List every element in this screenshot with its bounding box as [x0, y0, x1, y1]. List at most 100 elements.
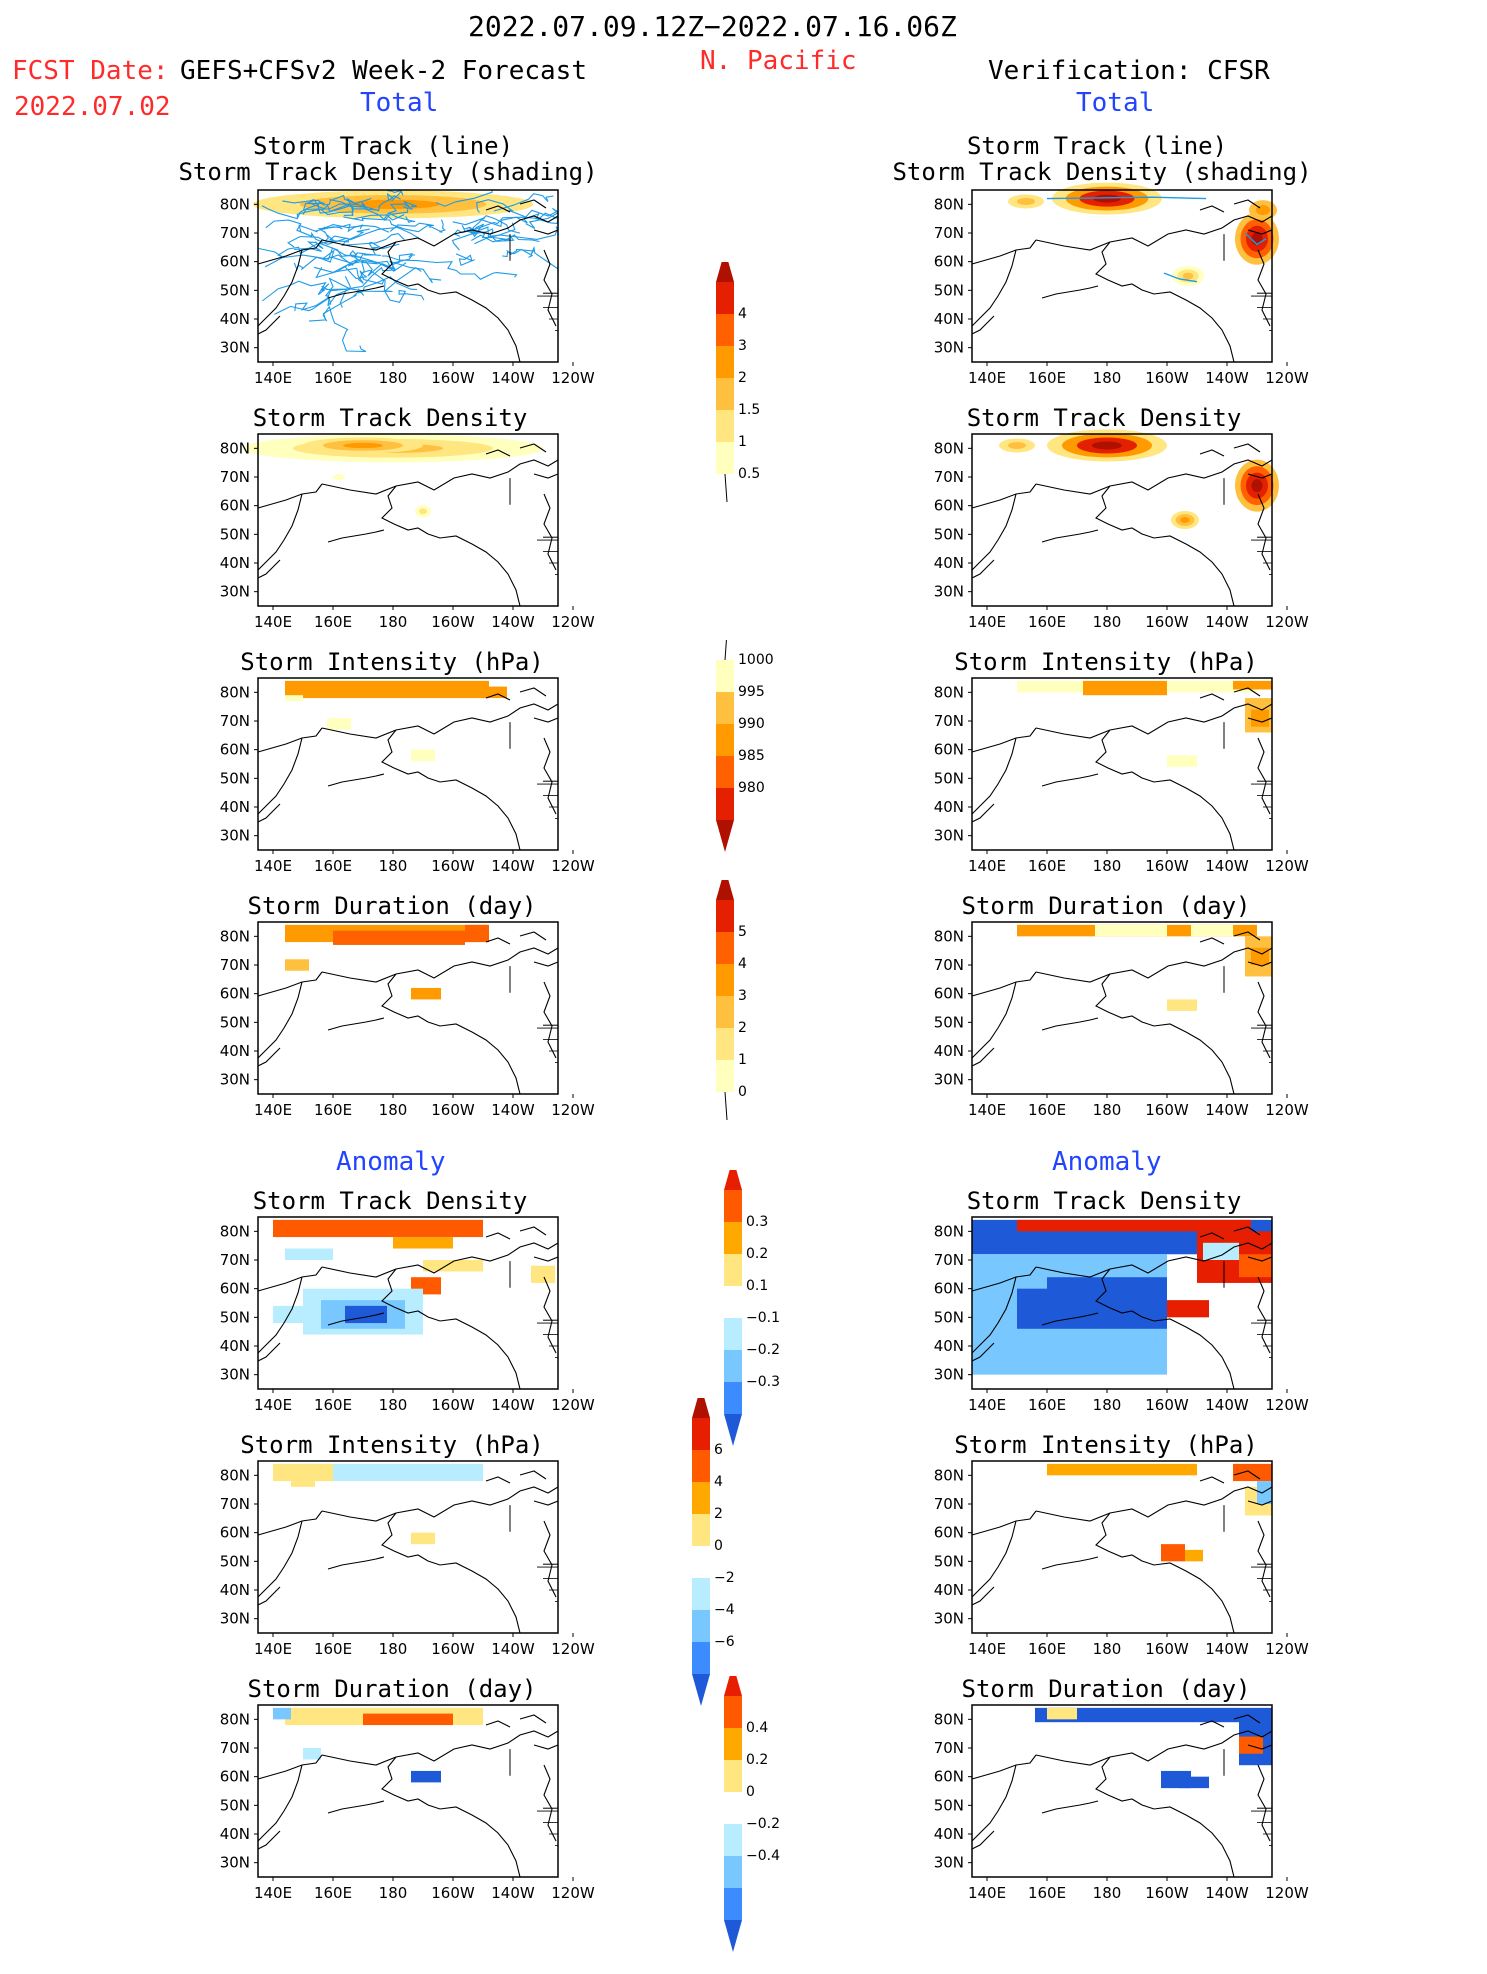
- coastline: [257, 1754, 323, 1780]
- colorbar-label: 3: [738, 338, 747, 354]
- coastline: [321, 1486, 559, 1522]
- storm-track-line: [389, 222, 434, 232]
- colorbar-label: −0.3: [746, 1374, 780, 1390]
- lon-tick-label: 140E: [968, 1396, 1006, 1414]
- coastline: [1035, 1730, 1273, 1766]
- lon-tick-label: 180: [379, 369, 408, 387]
- coastline: [257, 1764, 303, 1842]
- grid-cell: [1203, 1242, 1239, 1260]
- lat-tick-label: 30N: [220, 827, 250, 845]
- lon-tick-label: 120W: [551, 1101, 595, 1119]
- density-contour: [343, 442, 383, 449]
- lat-tick-label: 60N: [934, 1280, 964, 1298]
- lon-tick-label: 160W: [431, 1396, 475, 1414]
- lat-tick-label: 30N: [220, 1610, 250, 1628]
- panel-title-track-shading-left: Storm Track Density (shading): [178, 158, 598, 186]
- coastline: [1041, 529, 1099, 543]
- grid-cell: [1041, 924, 1053, 937]
- coastline: [1041, 285, 1099, 299]
- lon-tick-label: 160E: [314, 857, 352, 875]
- coastline: [1257, 1276, 1271, 1354]
- coastline: [1041, 773, 1099, 787]
- colorbar-label: −0.4: [746, 1848, 780, 1864]
- lat-tick-label: 40N: [934, 798, 964, 816]
- grid-cell: [411, 1770, 441, 1783]
- colorbar-arrow: [692, 1386, 710, 1418]
- lat-tick-label: 50N: [934, 281, 964, 299]
- grid-cell: [285, 924, 297, 943]
- coastline: [321, 459, 559, 495]
- grid-cell: [333, 680, 345, 699]
- coastline: [257, 249, 303, 327]
- colorbar-segment: [724, 1856, 742, 1888]
- lat-tick-label: 40N: [220, 1337, 250, 1355]
- lon-tick-label: 120W: [551, 857, 595, 875]
- storm-track-line: [331, 254, 416, 270]
- grid-cell: [1083, 680, 1167, 696]
- colorbar-segment: [724, 1222, 742, 1254]
- lon-tick-label: 160W: [1145, 1884, 1189, 1902]
- coastline: [1199, 199, 1273, 235]
- lon-tick-label: 160W: [431, 613, 475, 631]
- lat-tick-label: 70N: [934, 1495, 964, 1513]
- grid-cell: [345, 680, 357, 699]
- colorbar-label: 0: [746, 1784, 755, 1800]
- lat-tick-label: 40N: [220, 554, 250, 572]
- grid-cell: [972, 1254, 1047, 1289]
- lat-tick-label: 70N: [220, 1495, 250, 1513]
- grid-cell: [309, 924, 321, 943]
- coastline: [1035, 459, 1273, 495]
- coastline: [257, 559, 281, 579]
- coastline: [485, 1714, 559, 1750]
- colorbar-segment: [716, 900, 734, 932]
- storm-track-line: [294, 233, 405, 250]
- lat-tick-label: 50N: [220, 1552, 250, 1570]
- coastline: [971, 483, 1037, 509]
- coastline: [381, 241, 521, 363]
- lat-tick-label: 40N: [934, 1581, 964, 1599]
- lon-tick-label: 120W: [1265, 613, 1309, 631]
- coastline: [381, 729, 521, 851]
- lon-tick-label: 180: [379, 1884, 408, 1902]
- colorbar-segment: [692, 1546, 710, 1578]
- storm-track-line: [287, 226, 343, 248]
- lon-tick-label: 140W: [1205, 1884, 1249, 1902]
- colorbar-density-anomaly: 0.3 0.2 0.1 −0.1 −0.2 −0.3: [720, 1158, 800, 1468]
- grid-cell: [531, 1265, 555, 1283]
- density-contour: [1182, 272, 1194, 280]
- grid-cell: [285, 1248, 333, 1260]
- colorbar-segment: [716, 996, 734, 1028]
- lat-tick-label: 50N: [220, 1013, 250, 1031]
- grid-cell: [363, 1713, 453, 1726]
- lon-tick-label: 140W: [491, 1396, 535, 1414]
- coastline: [543, 737, 557, 815]
- lon-tick-label: 160E: [1028, 857, 1066, 875]
- coastline: [1041, 1017, 1099, 1031]
- grid-cell: [291, 1481, 315, 1487]
- grid-cell: [1173, 924, 1185, 937]
- colorbar-label: 995: [738, 684, 765, 700]
- colorbar-segment: [724, 1254, 742, 1286]
- colorbar-segment: [692, 1578, 710, 1610]
- lat-tick-label: 50N: [934, 1796, 964, 1814]
- map-intensity-verification: 80N 70N 60N 50N 40N 30N 140E 160E 180 160W 140W 120…: [924, 677, 1309, 876]
- grid-cell: [1095, 924, 1167, 937]
- map-frame: [257, 1216, 559, 1390]
- colorbar-label: 4: [738, 956, 747, 972]
- lat-tick-label: 40N: [220, 310, 250, 328]
- colorbar-label: 4: [714, 1474, 723, 1490]
- coastline: [321, 215, 559, 251]
- lon-tick-label: 140E: [968, 369, 1006, 387]
- grid-cell: [1035, 1707, 1272, 1723]
- grid-cell: [1257, 1481, 1272, 1504]
- storm-track-line: [302, 201, 367, 214]
- lon-tick-label: 140E: [254, 1884, 292, 1902]
- coastline: [257, 493, 303, 571]
- coastline: [1035, 215, 1273, 251]
- coastline: [1257, 493, 1271, 571]
- coastline: [1257, 249, 1271, 327]
- grid-cell: [1167, 1300, 1209, 1318]
- coastline: [971, 1586, 995, 1606]
- grid-cell: [273, 1707, 291, 1720]
- colorbar-segment: [716, 1060, 734, 1092]
